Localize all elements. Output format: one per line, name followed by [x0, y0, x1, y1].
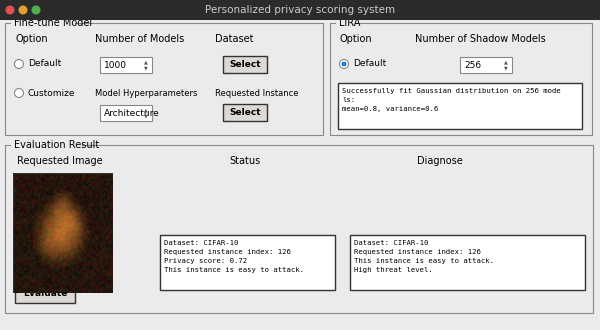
Bar — [13, 173, 113, 293]
Bar — [100, 105, 152, 121]
Circle shape — [19, 6, 28, 15]
Text: Evaluate: Evaluate — [23, 289, 67, 299]
Text: Requested Image: Requested Image — [17, 156, 103, 166]
Text: Number of Shadow Models: Number of Shadow Models — [415, 34, 546, 44]
Text: Customize: Customize — [28, 88, 76, 97]
Text: Select: Select — [229, 108, 261, 117]
Circle shape — [14, 88, 23, 97]
Text: Architecture: Architecture — [104, 109, 160, 117]
Bar — [330, 23, 592, 135]
Text: Number of Models: Number of Models — [95, 34, 184, 44]
Text: Evaluation Result: Evaluation Result — [14, 140, 99, 150]
Text: ▼: ▼ — [504, 66, 508, 71]
Circle shape — [32, 6, 41, 15]
Text: Dataset: CIFAR-10
Requested instance index: 126
Privacy score: 0.72
This instanc: Dataset: CIFAR-10 Requested instance ind… — [164, 240, 304, 273]
Text: Model Hyperparameters: Model Hyperparameters — [95, 88, 197, 97]
Bar — [0, 0, 600, 20]
Bar — [100, 57, 152, 73]
Bar — [223, 104, 267, 121]
Text: Diagnose: Diagnose — [417, 156, 463, 166]
Bar — [350, 235, 585, 290]
Text: ▼: ▼ — [144, 66, 148, 71]
Bar — [336, 19, 358, 28]
Bar — [11, 19, 75, 28]
Text: LiRA: LiRA — [339, 18, 361, 28]
Bar — [223, 56, 267, 73]
Text: Dataset: CIFAR-10
Requested instance index: 126
This instance is easy to attack.: Dataset: CIFAR-10 Requested instance ind… — [354, 240, 494, 273]
Text: Dataset: Dataset — [215, 34, 254, 44]
Bar — [15, 285, 75, 303]
Text: Personalized privacy scoring system: Personalized privacy scoring system — [205, 5, 395, 15]
Text: 1000: 1000 — [104, 60, 127, 70]
Circle shape — [5, 6, 14, 15]
Text: Successfully fit Gaussian distribution on 256 mode
ls:
mean=0.8, variance=0.6: Successfully fit Gaussian distribution o… — [342, 88, 561, 112]
Bar — [5, 23, 323, 135]
Text: Option: Option — [340, 34, 373, 44]
Text: ▲: ▲ — [144, 59, 148, 64]
Bar — [11, 141, 82, 150]
Text: ▲: ▲ — [144, 107, 148, 112]
Bar — [5, 145, 593, 313]
Text: ▲: ▲ — [504, 59, 508, 64]
Text: Requested Instance: Requested Instance — [215, 88, 299, 97]
Bar — [160, 235, 335, 290]
Circle shape — [340, 59, 349, 69]
Text: 256: 256 — [464, 60, 481, 70]
Text: Default: Default — [28, 59, 61, 69]
Text: Status: Status — [229, 156, 260, 166]
Bar — [338, 83, 582, 129]
Text: Select: Select — [229, 60, 261, 69]
Circle shape — [14, 59, 23, 69]
Bar — [460, 57, 512, 73]
Circle shape — [341, 61, 347, 67]
Text: Default: Default — [353, 59, 386, 69]
Text: Fine-tune Model: Fine-tune Model — [14, 18, 92, 28]
Text: ▼: ▼ — [144, 114, 148, 119]
Text: Option: Option — [15, 34, 47, 44]
